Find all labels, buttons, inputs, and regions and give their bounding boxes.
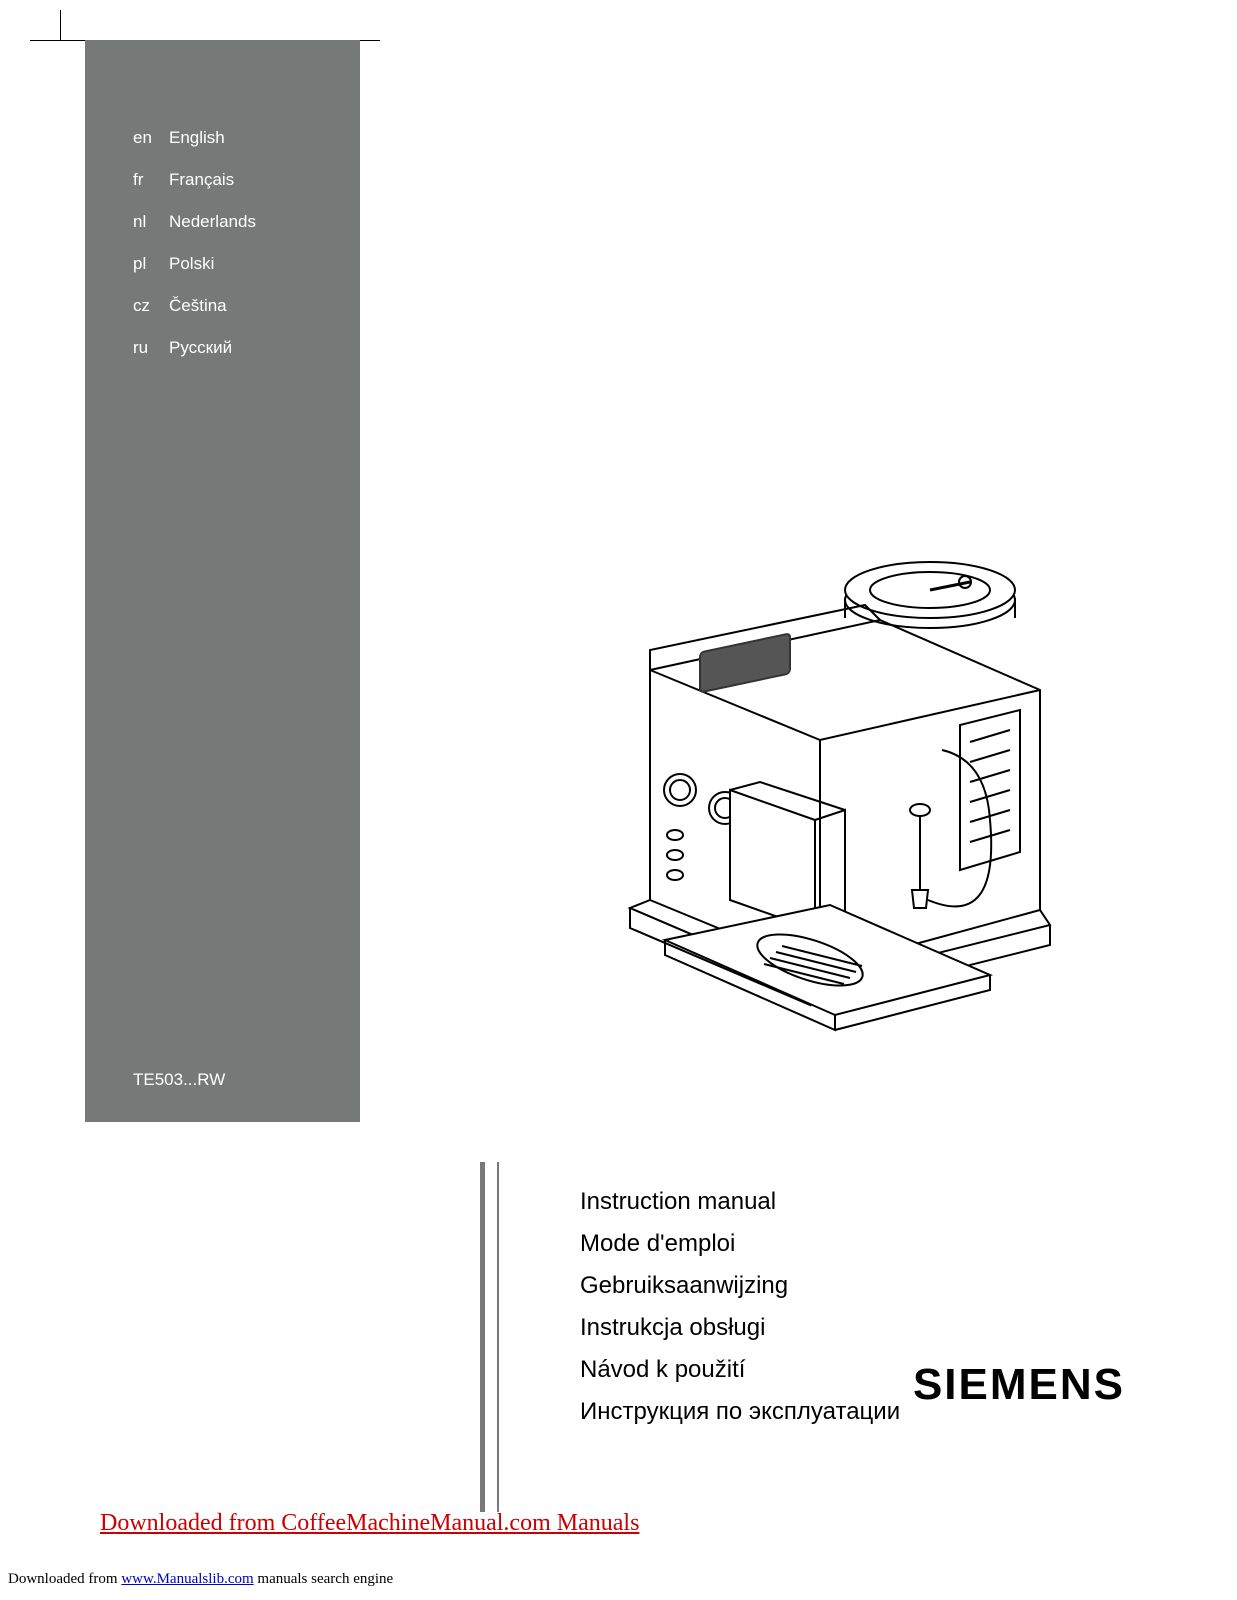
language-item: fr Français (133, 170, 360, 190)
main-panel: SIEMENS (380, 40, 1185, 1470)
watermark-link[interactable]: www.Manualslib.com (121, 1571, 253, 1587)
title-item: Návod k použití (580, 1356, 900, 1384)
lang-name: Nederlands (169, 212, 256, 232)
download-watermark: Downloaded from CoffeeMachineManual.com … (100, 1510, 639, 1537)
source-watermark: Downloaded from www.Manualslib.com manua… (8, 1571, 393, 1588)
title-item: Instrukcja obsługi (580, 1314, 900, 1342)
lang-code: fr (133, 170, 155, 190)
product-illustration: SIEMENS (500, 510, 1100, 1040)
crop-mark (30, 40, 60, 41)
language-item: pl Polski (133, 254, 360, 274)
language-sidebar: en English fr Français nl Nederlands pl … (85, 40, 360, 1122)
lang-code: cz (133, 296, 155, 316)
title-item: Mode d'emploi (580, 1230, 900, 1258)
language-item: cz Čeština (133, 296, 360, 316)
crop-mark (60, 10, 61, 40)
model-number: TE503...RW (133, 1070, 225, 1090)
lang-code: nl (133, 212, 155, 232)
brand-logo: SIEMENS (913, 1360, 1125, 1410)
watermark-prefix: Downloaded from (8, 1571, 121, 1587)
lang-name: Čeština (169, 296, 227, 316)
title-divider (480, 1162, 560, 1512)
lang-name: Polski (169, 254, 214, 274)
language-list: en English fr Français nl Nederlands pl … (133, 128, 360, 358)
lang-name: English (169, 128, 225, 148)
lang-name: Русский (169, 338, 232, 358)
language-item: en English (133, 128, 360, 148)
title-item: Инструкция по эксплуатации (580, 1398, 900, 1426)
lang-code: ru (133, 338, 155, 358)
title-item: Gebruiksaanwijzing (580, 1272, 900, 1300)
lang-code: en (133, 128, 155, 148)
language-item: nl Nederlands (133, 212, 360, 232)
manual-titles: Instruction manual Mode d'emploi Gebruik… (580, 1188, 900, 1426)
lang-code: pl (133, 254, 155, 274)
watermark-suffix: manuals search engine (254, 1571, 394, 1587)
lang-name: Français (169, 170, 234, 190)
title-item: Instruction manual (580, 1188, 900, 1216)
language-item: ru Русский (133, 338, 360, 358)
